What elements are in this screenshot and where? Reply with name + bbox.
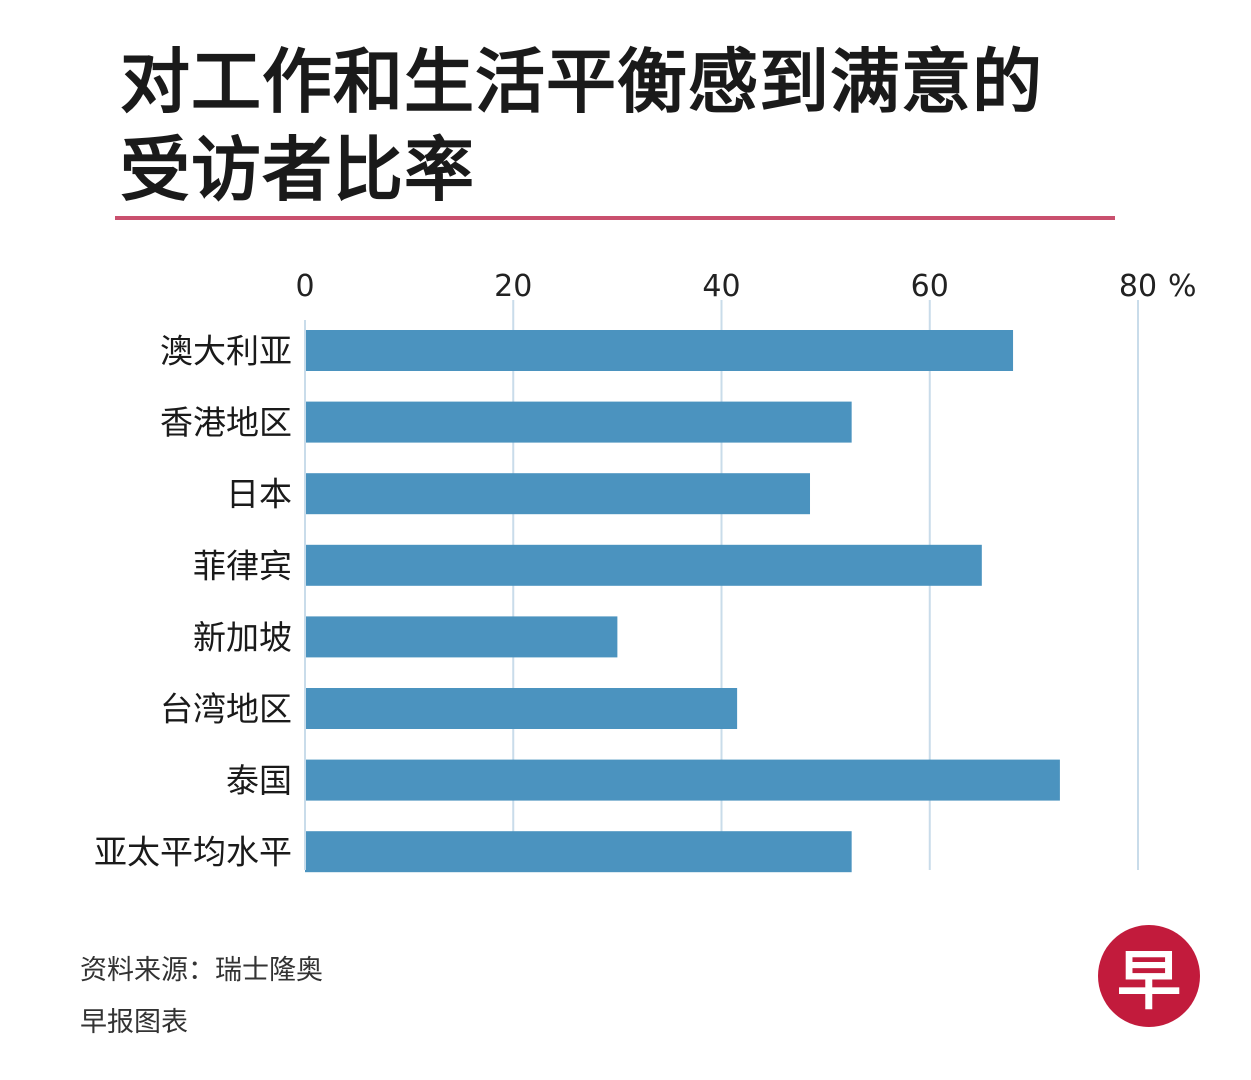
bar-5	[305, 616, 618, 658]
x-tick-label-40: 40	[702, 269, 740, 304]
x-axis-unit: %	[1168, 269, 1197, 304]
bar-1	[305, 330, 1014, 371]
title-divider	[115, 216, 1115, 220]
chart-title-line-2: 受访者比率	[120, 129, 475, 211]
chart-title-line-1: 对工作和生活平衡感到满意的	[120, 41, 1043, 123]
bar-7	[305, 759, 1060, 801]
x-tick-label-60: 60	[911, 269, 949, 304]
bar-6	[305, 688, 738, 729]
x-tick-label-80: 80	[1119, 269, 1157, 304]
category-label-5: 新加坡	[193, 618, 292, 657]
x-tick-label-0: 0	[295, 269, 314, 304]
bar-8	[305, 831, 852, 873]
bar-3	[305, 473, 811, 515]
x-tick-label-20: 20	[494, 269, 532, 304]
category-label-3: 日本	[226, 475, 292, 514]
credit-note: 早报图表	[80, 1007, 188, 1038]
category-label-4: 菲律宾	[193, 546, 292, 585]
bar-4	[305, 544, 982, 586]
category-label-7: 泰国	[226, 761, 292, 800]
bar-2	[305, 401, 852, 443]
category-label-8: 亚太平均水平	[94, 833, 292, 872]
category-label-1: 澳大利亚	[160, 332, 292, 371]
category-label-2: 香港地区	[160, 403, 292, 442]
zaobao-logo: 早	[1098, 925, 1200, 1027]
source-note: 资料来源：瑞士隆奥	[80, 955, 323, 986]
chart-title: 对工作和生活平衡感到满意的 受访者比率	[120, 38, 1120, 214]
logo-glyph: 早	[1117, 945, 1181, 1019]
category-label-6: 台湾地区	[160, 690, 292, 729]
